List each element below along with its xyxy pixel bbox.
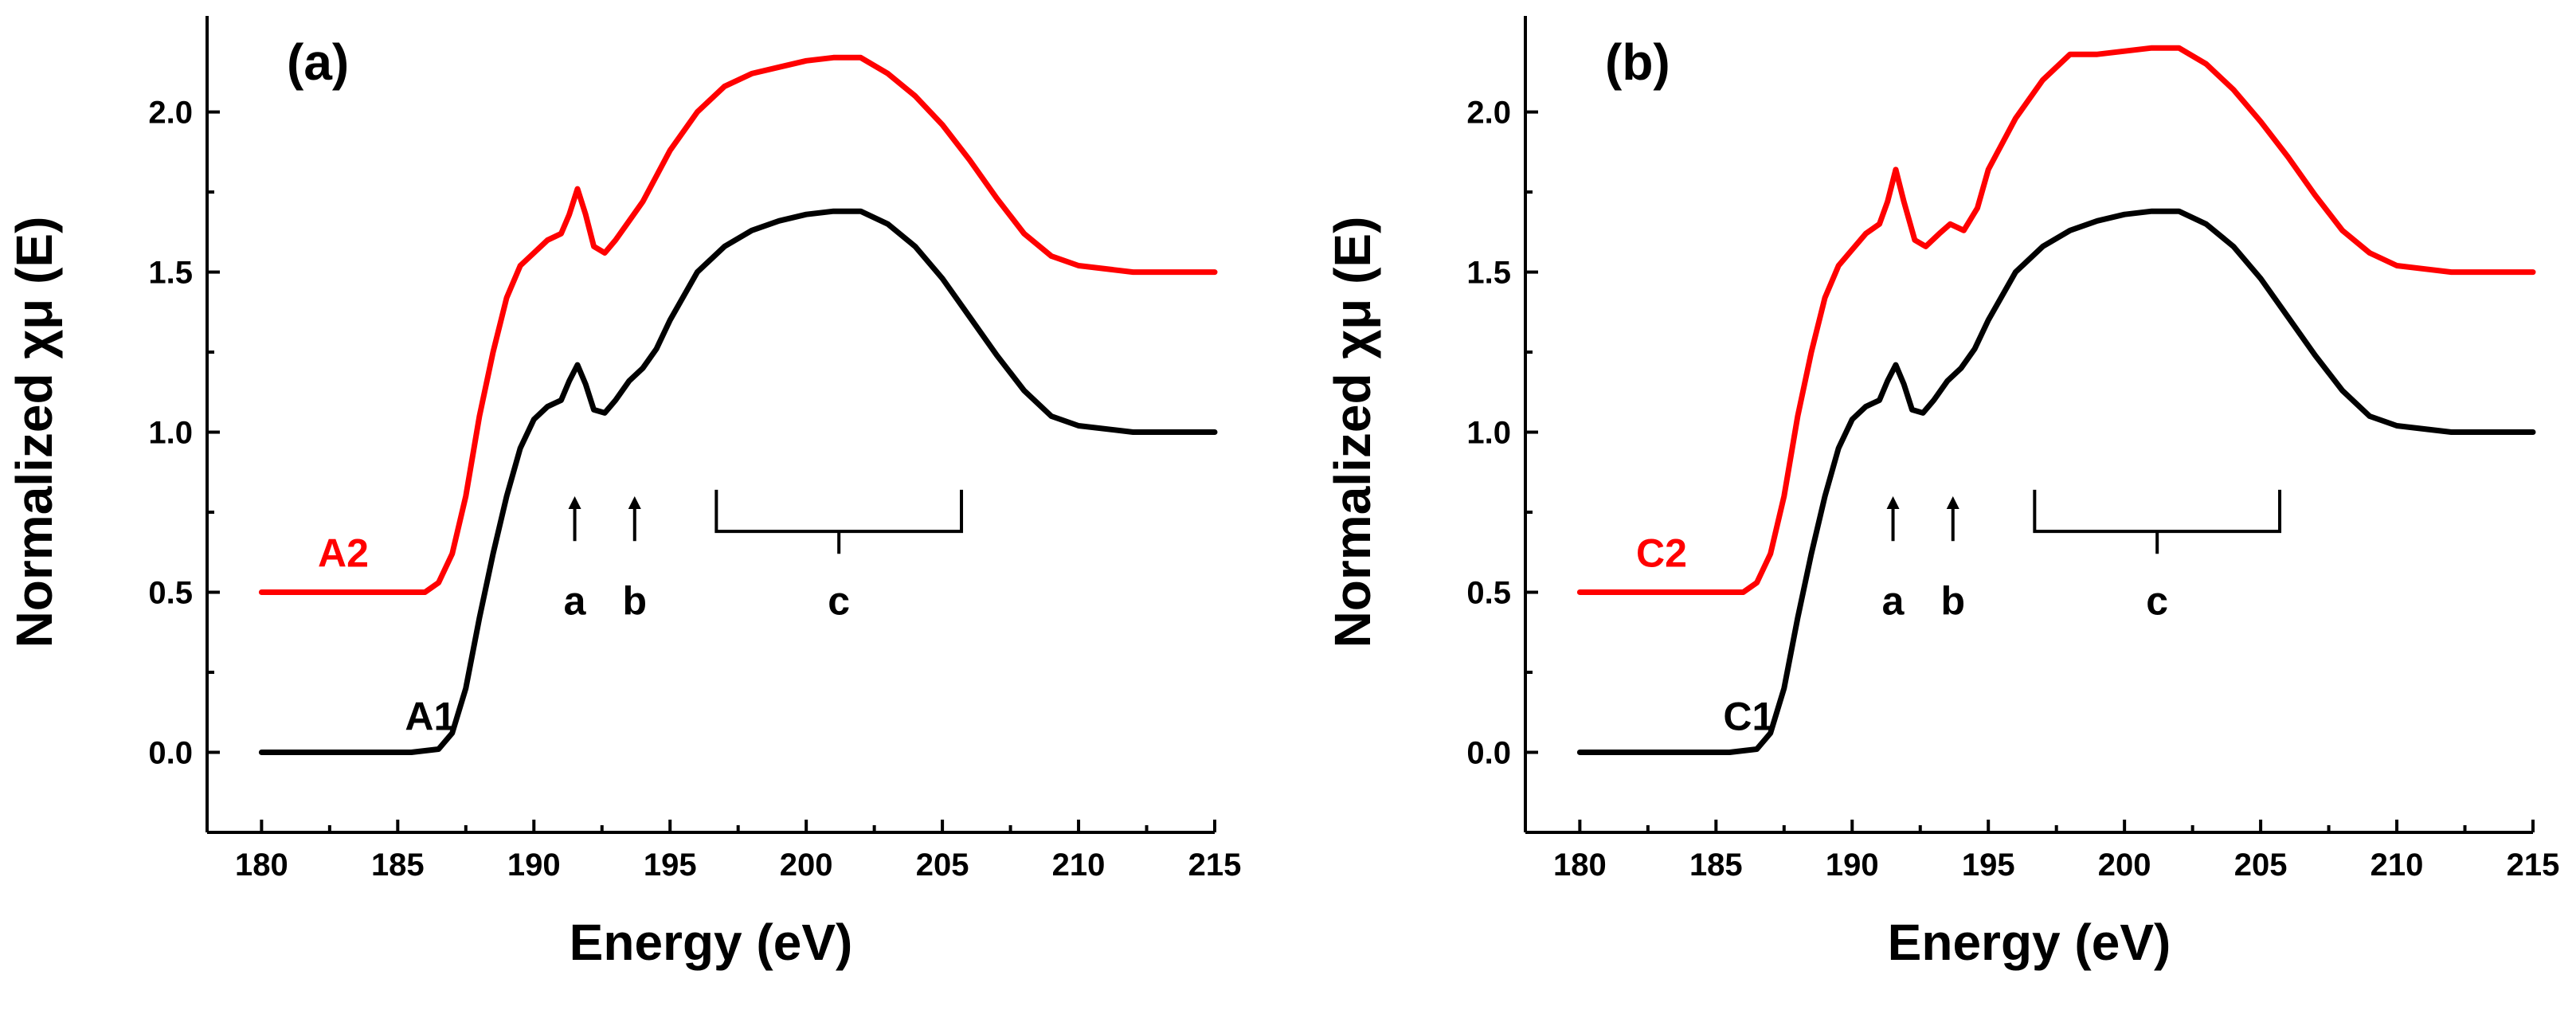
annotation-label-b: b — [622, 579, 647, 624]
annotation-label-a: a — [1882, 579, 1905, 624]
x-tick-label: 180 — [1553, 848, 1607, 883]
series-line-a1 — [258, 208, 1218, 755]
x-tick-label: 185 — [371, 848, 425, 883]
series-label-a1: A1 — [405, 694, 456, 738]
y-tick-label: 1.5 — [1466, 256, 1511, 291]
y-tick-label: 0.5 — [1466, 576, 1511, 611]
x-tick-label: 190 — [1826, 848, 1879, 883]
annotation-label-c: c — [2146, 579, 2168, 624]
annotation-arrowhead-b — [1946, 495, 1959, 509]
annotation-bracket-c — [714, 489, 964, 554]
x-tick-label: 185 — [1689, 848, 1743, 883]
annotation-bracket-c — [2033, 489, 2282, 554]
y-tick-label: 0.5 — [148, 576, 193, 611]
x-axis-title: Energy (eV) — [1888, 914, 2171, 971]
annotation-label-c: c — [828, 579, 850, 624]
chart-panel-a: 180 185 190 195 200 205 210 215 0.0 0.5 1.0 1.5 2.0 E… — [6, 16, 1241, 971]
x-tick-label: 195 — [644, 848, 697, 883]
annotation-label-b: b — [1940, 579, 1965, 624]
annotation-arrowhead-a — [1886, 495, 1900, 509]
y-tick-label: 2.0 — [148, 96, 193, 131]
x-tick-label: 210 — [1052, 848, 1106, 883]
series-line-a2 — [258, 54, 1218, 595]
x-tick-label: 180 — [235, 848, 288, 883]
panel-label: (a) — [287, 33, 349, 91]
y-tick-label: 1.0 — [1466, 416, 1511, 451]
y-tick-label: 0.0 — [1466, 736, 1511, 771]
x-tick-label: 200 — [780, 848, 833, 883]
series-line-c1 — [1576, 208, 2536, 755]
x-axis-title: Energy (eV) — [570, 914, 853, 971]
y-tick-label: 1.0 — [148, 416, 193, 451]
x-tick-label: 215 — [1188, 848, 1242, 883]
x-tick-label: 210 — [2370, 848, 2424, 883]
x-tick-label: 205 — [916, 848, 969, 883]
x-tick-label: 215 — [2507, 848, 2560, 883]
annotation-label-a: a — [564, 579, 587, 624]
y-axis-title: Normalized χμ (E) — [6, 217, 63, 648]
chart-panel-b: 180 185 190 195 200 205 210 215 0.0 0.5 1.0 1.5 2.0 E… — [1324, 16, 2559, 971]
y-tick-label: 1.5 — [148, 256, 193, 291]
x-tick-label: 190 — [507, 848, 561, 883]
x-tick-label: 195 — [1962, 848, 2015, 883]
x-tick-label: 205 — [2234, 848, 2288, 883]
x-tick-label: 200 — [2098, 848, 2151, 883]
series-label-c2: C2 — [1636, 530, 1687, 575]
series-label-a2: A2 — [318, 530, 369, 575]
y-tick-label: 0.0 — [148, 736, 193, 771]
panel-label: (b) — [1605, 33, 1670, 91]
y-tick-label: 2.0 — [1466, 96, 1511, 131]
series-label-c1: C1 — [1723, 694, 1774, 738]
annotation-arrowhead-a — [568, 495, 581, 509]
y-axis-title: Normalized χμ (E) — [1324, 217, 1381, 648]
series-line-c2 — [1576, 45, 2536, 595]
annotation-arrowhead-b — [628, 495, 641, 509]
